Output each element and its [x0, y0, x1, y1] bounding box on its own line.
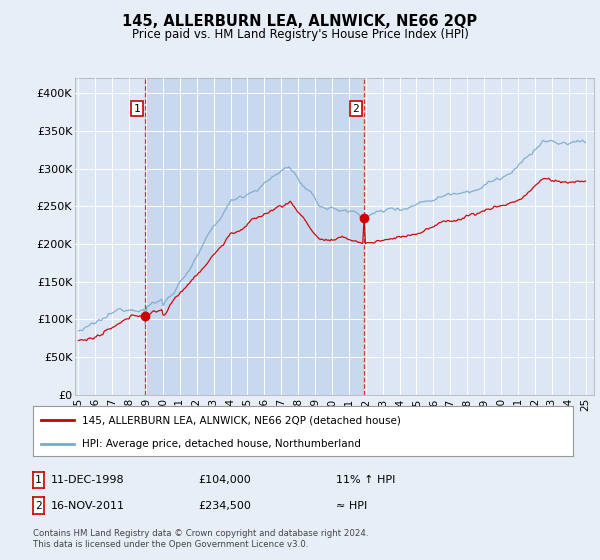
Text: 145, ALLERBURN LEA, ALNWICK, NE66 2QP (detached house): 145, ALLERBURN LEA, ALNWICK, NE66 2QP (d… [82, 415, 400, 425]
Text: 1: 1 [133, 104, 140, 114]
Text: HPI: Average price, detached house, Northumberland: HPI: Average price, detached house, Nort… [82, 439, 361, 449]
Text: 2: 2 [35, 501, 42, 511]
Text: 1: 1 [35, 475, 42, 485]
Text: 11% ↑ HPI: 11% ↑ HPI [336, 475, 395, 485]
Text: £234,500: £234,500 [198, 501, 251, 511]
Text: £104,000: £104,000 [198, 475, 251, 485]
Bar [145, 78, 364, 395]
Text: Price paid vs. HM Land Registry's House Price Index (HPI): Price paid vs. HM Land Registry's House … [131, 28, 469, 41]
Text: 16-NOV-2011: 16-NOV-2011 [51, 501, 125, 511]
Text: 145, ALLERBURN LEA, ALNWICK, NE66 2QP: 145, ALLERBURN LEA, ALNWICK, NE66 2QP [122, 14, 478, 29]
Text: 2: 2 [353, 104, 359, 114]
Text: 11-DEC-1998: 11-DEC-1998 [51, 475, 125, 485]
Text: Contains HM Land Registry data © Crown copyright and database right 2024.
This d: Contains HM Land Registry data © Crown c… [33, 529, 368, 549]
Text: ≈ HPI: ≈ HPI [336, 501, 367, 511]
